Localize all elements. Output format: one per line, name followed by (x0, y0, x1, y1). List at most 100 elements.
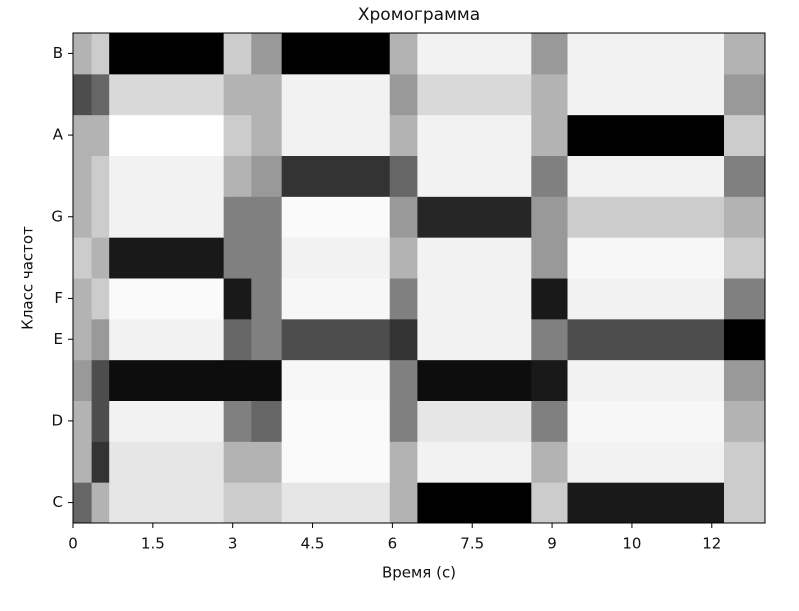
cell (281, 278, 391, 320)
cell (251, 196, 283, 238)
x-tick-label: 9 (547, 535, 557, 553)
cell (73, 318, 93, 361)
cell (389, 318, 418, 361)
cell (389, 278, 418, 320)
cell (91, 196, 110, 238)
chart-title: Хромограмма (358, 5, 480, 25)
cell (417, 73, 532, 116)
x-tick-label: 3 (228, 535, 238, 553)
cell (91, 73, 110, 116)
cell (724, 359, 766, 401)
x-tick-label: 4.5 (301, 535, 325, 553)
cell (724, 400, 766, 442)
cell (417, 114, 532, 156)
cell (109, 441, 225, 483)
cell (417, 155, 532, 197)
cell (251, 114, 283, 156)
cell (251, 482, 283, 524)
cell (281, 441, 391, 483)
x-tick-label: 12 (702, 535, 721, 553)
cell (389, 237, 418, 279)
cell (389, 359, 418, 401)
cell (724, 114, 766, 156)
cell (223, 155, 252, 197)
cell (281, 73, 391, 116)
cell (91, 482, 110, 524)
cell (417, 482, 532, 524)
cell (281, 359, 391, 401)
cell (389, 482, 418, 524)
cell (389, 400, 418, 442)
y-axis-label: Класс частот (19, 226, 37, 330)
cell (531, 400, 569, 442)
cell (223, 237, 252, 279)
cell (223, 482, 252, 524)
cell (724, 155, 766, 197)
cell (109, 400, 225, 442)
cell (73, 114, 93, 156)
cell (389, 114, 418, 156)
cell (281, 318, 391, 361)
cell (531, 359, 569, 401)
cell (281, 237, 391, 279)
cell (389, 441, 418, 483)
cell (109, 278, 225, 320)
cell (724, 318, 766, 361)
cell (281, 482, 391, 524)
cell (91, 33, 110, 75)
x-axis-label: Время (с) (382, 564, 456, 582)
cell (531, 114, 569, 156)
cell (223, 278, 252, 320)
cell (417, 441, 532, 483)
cell (91, 155, 110, 197)
y-tick-label: F (54, 289, 63, 307)
cell (567, 73, 725, 116)
cell (109, 196, 225, 238)
cell (567, 278, 725, 320)
cell (567, 482, 725, 524)
cell (389, 196, 418, 238)
cell (531, 441, 569, 483)
cell (91, 114, 110, 156)
cell (417, 278, 532, 320)
cell (389, 155, 418, 197)
y-tick-label: D (51, 411, 63, 429)
cell (417, 33, 532, 75)
cell (91, 278, 110, 320)
x-tick-label: 7.5 (460, 535, 484, 553)
cell (251, 237, 283, 279)
cell (567, 114, 725, 156)
cell (73, 196, 93, 238)
cell (251, 400, 283, 442)
cell (567, 196, 725, 238)
cell (251, 441, 283, 483)
cell (531, 196, 569, 238)
cell (417, 359, 532, 401)
cell (417, 237, 532, 279)
cell (251, 278, 283, 320)
cell (109, 33, 225, 75)
y-tick-label: G (51, 207, 63, 225)
cell (251, 359, 283, 401)
cell (73, 482, 93, 524)
cell (531, 155, 569, 197)
cell (281, 114, 391, 156)
cell (223, 196, 252, 238)
cell (724, 237, 766, 279)
cell (73, 33, 93, 75)
cell (109, 155, 225, 197)
cell (417, 318, 532, 361)
cell (223, 114, 252, 156)
cell (91, 237, 110, 279)
cell (531, 33, 569, 75)
cell (389, 73, 418, 116)
cell (73, 359, 93, 401)
cell (109, 237, 225, 279)
cell (251, 155, 283, 197)
cell (567, 33, 725, 75)
cell (91, 318, 110, 361)
cell (417, 400, 532, 442)
cell (567, 359, 725, 401)
cell (91, 400, 110, 442)
